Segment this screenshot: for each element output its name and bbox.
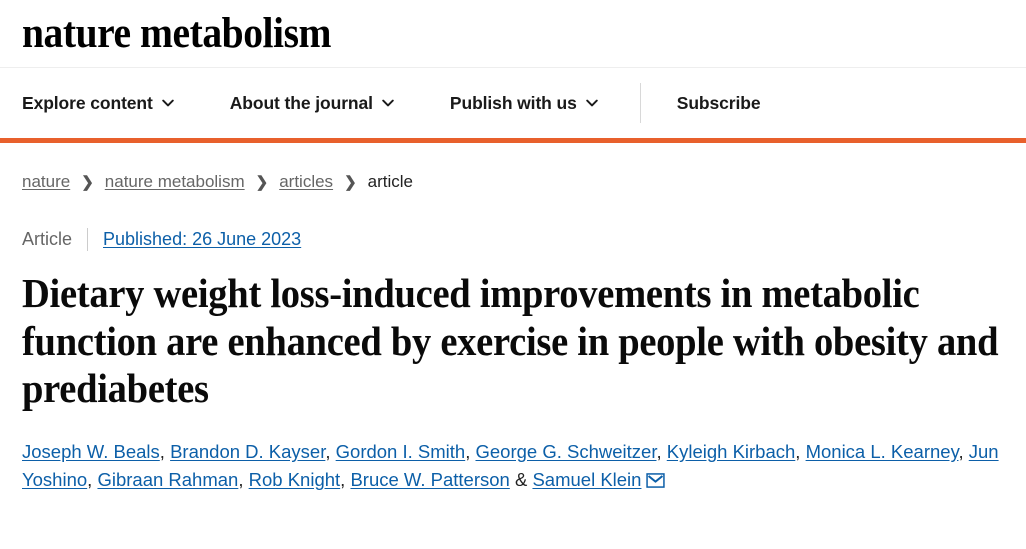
breadcrumb: nature ❯ nature metabolism ❯ articles ❯ … [22, 143, 1004, 192]
main-navigation: Explore content About the journal Publis… [0, 68, 1026, 138]
author-link[interactable]: Jun Yoshino [22, 440, 999, 490]
nav-item-subscribe[interactable]: Subscribe [677, 93, 761, 114]
author-list: Joseph W. Beals, Brandon D. Kayser, Gord… [22, 438, 1004, 494]
published-date-link[interactable]: Published: 26 June 2023 [103, 229, 302, 249]
site-masthead: nature metabolism [0, 0, 1026, 68]
author-separator: , [656, 440, 667, 462]
author-link[interactable]: Brandon D. Kayser [170, 440, 326, 462]
author-link[interactable]: Monica L. Kearney [805, 440, 959, 462]
chevron-down-icon [382, 97, 394, 108]
chevron-down-icon [162, 97, 174, 108]
nav-item-about-the-journal[interactable]: About the journal [229, 92, 394, 114]
breadcrumb-item-nature[interactable]: nature [22, 172, 71, 191]
article-type-label: Article [22, 229, 73, 249]
breadcrumb-item-nature-metabolism[interactable]: nature metabolism [104, 172, 245, 191]
chevron-down-icon [586, 97, 598, 108]
author-link[interactable]: Gibraan Rahman [97, 468, 239, 490]
author-separator: , [795, 440, 806, 462]
meta-vertical-divider [87, 228, 89, 251]
nav-item-label: Subscribe [676, 92, 761, 113]
author-separator: , [958, 440, 969, 462]
nav-item-label: About the journal [229, 92, 373, 113]
author-link[interactable]: Bruce W. Patterson [350, 468, 510, 490]
author-link[interactable]: Rob Knight [248, 468, 341, 490]
author-link[interactable]: Joseph W. Beals [22, 440, 160, 462]
nav-item-publish-with-us[interactable]: Publish with us [449, 92, 598, 114]
author-link[interactable]: Kyleigh Kirbach [666, 440, 796, 462]
nav-vertical-divider [639, 83, 641, 123]
author-separator: , [340, 468, 351, 490]
author-separator: , [238, 468, 249, 490]
chevron-right-icon: ❯ [344, 174, 357, 191]
brand-accent-bar [0, 138, 1026, 143]
author-separator: , [325, 440, 336, 462]
author-separator: & [509, 468, 533, 490]
chevron-right-icon: ❯ [255, 174, 269, 191]
journal-logo[interactable]: nature metabolism [22, 10, 332, 57]
author-separator: , [159, 440, 171, 462]
author-link[interactable]: Samuel Klein [532, 468, 642, 490]
nav-item-explore-content[interactable]: Explore content [22, 92, 174, 114]
article-meta: Article Published: 26 June 2023 [22, 228, 1004, 251]
nav-item-label: Explore content [22, 92, 153, 113]
author-link[interactable]: Gordon I. Smith [335, 440, 466, 462]
author-link[interactable]: George G. Schweitzer [475, 440, 657, 462]
breadcrumb-item-article: article [367, 172, 413, 191]
breadcrumb-item-articles[interactable]: articles [279, 172, 334, 191]
author-separator: , [465, 440, 476, 462]
article-header-region: nature ❯ nature metabolism ❯ articles ❯ … [0, 143, 1026, 494]
nav-item-label: Publish with us [449, 92, 577, 113]
author-separator: , [87, 468, 98, 490]
envelope-icon[interactable] [646, 472, 666, 488]
page-title: Dietary weight loss-induced improvements… [22, 270, 999, 412]
chevron-right-icon: ❯ [81, 174, 94, 191]
